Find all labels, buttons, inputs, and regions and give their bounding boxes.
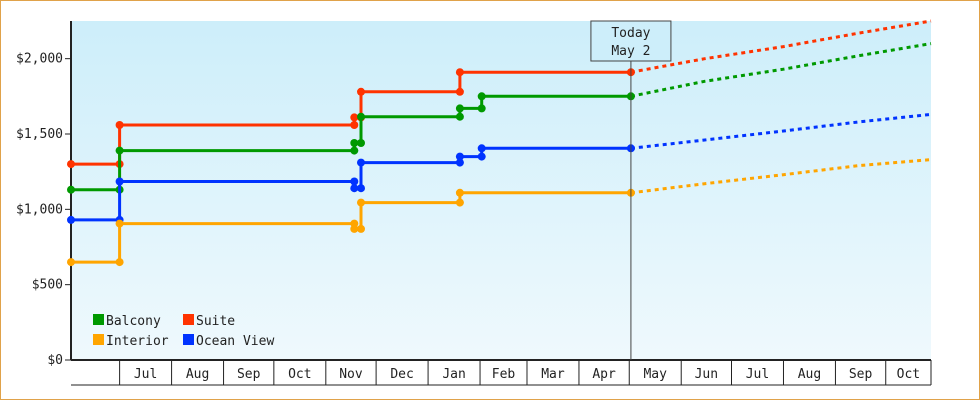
legend-label: Balcony [106,314,161,329]
series-balcony [67,42,932,194]
series-interior [67,158,932,267]
legend-swatch [183,334,194,345]
legend: Balcony Suite Interior Ocean View [93,314,274,349]
data-point-balcony [350,146,359,155]
data-point-suite [350,121,359,129]
x-tick-label: Dec [390,367,413,382]
data-point-suite [115,121,124,129]
data-point-interior [115,219,124,228]
legend-swatch [93,314,104,325]
y-tick-label: $1,000 [16,202,63,217]
data-point-ocean-view [357,184,365,193]
data-point-ocean-view [115,177,124,186]
today-marker: Today May 2 [590,20,672,360]
legend-item-ocean-view: Ocean View [183,334,274,349]
forecast-line-suite [630,19,932,74]
x-tick-label: Feb [492,367,516,382]
x-axis: Jul Aug Sep Oct Nov Dec Jan Feb Mar Apr May Jun Jul A… [71,359,932,386]
data-point-balcony [357,112,365,121]
data-point-ocean-view [350,177,359,186]
data-point-ocean-view [357,158,365,167]
data-point-balcony [477,92,486,101]
data-point-interior [67,258,75,267]
data-point-interior [350,224,359,233]
legend-item-suite: Suite [183,314,235,329]
x-tick-label: Oct [897,367,920,382]
today-callout [590,20,672,62]
data-point-balcony [477,104,486,113]
y-tick-label: $500 [32,278,63,293]
data-point-suite [455,68,464,77]
series-layer [67,19,932,267]
legend-label: Interior [106,334,169,349]
x-tick-label: Jul [134,367,157,382]
legend-swatch [93,334,104,345]
x-tick-label: Jul [746,367,769,382]
x-tick-label: Sep [237,367,261,382]
x-tick-label: Sep [849,367,873,382]
data-point-balcony [67,185,75,194]
data-point-balcony [115,146,124,155]
y-tick-label: $0 [47,353,63,368]
series-ocean-view [67,112,932,224]
y-axis: $0 $500 $1,000 $1,500 $2,000 [16,21,72,368]
data-point-ocean-view [455,152,464,161]
legend-item-balcony: Balcony [93,314,161,329]
x-tick-label: Aug [798,367,821,382]
legend-label: Suite [196,314,235,329]
plot-area [71,21,931,360]
x-tick-label: Mar [541,367,565,382]
today-date-label: May 2 [611,44,650,59]
data-point-balcony [350,139,359,147]
x-tick-label: Aug [186,367,209,382]
data-point-interior [357,198,365,207]
forecast-line-balcony [630,42,932,98]
x-tick-label: Oct [288,367,311,382]
data-point-ocean-view [477,152,486,161]
legend-swatch [183,314,194,325]
data-point-balcony [455,112,464,121]
data-point-ocean-view [350,184,359,193]
data-point-balcony [455,104,464,113]
data-point-interior [115,258,124,267]
data-point-ocean-view [67,215,75,224]
data-point-ocean-view [455,158,464,167]
data-point-suite [67,160,75,169]
x-tick-label: May [643,367,667,382]
x-tick-label: Apr [592,367,616,382]
y-tick-label: $1,500 [16,127,63,142]
x-tick-label: Jan [442,367,465,382]
today-label: Today [611,26,650,41]
y-tick-label: $2,000 [16,52,63,67]
legend-item-interior: Interior [93,334,169,349]
data-point-interior [357,224,365,233]
x-tick-label: Jun [695,367,718,382]
data-point-balcony [357,139,365,147]
data-point-interior [455,188,464,197]
data-point-suite [350,113,359,122]
data-point-suite [357,87,365,96]
data-point-ocean-view [477,144,486,153]
legend-label: Ocean View [196,334,274,349]
x-tick-label: Nov [339,367,363,382]
data-point-interior [455,198,464,207]
data-point-suite [455,87,464,96]
forecast-line-ocean-view [630,112,932,150]
forecast-line-interior [630,158,932,195]
